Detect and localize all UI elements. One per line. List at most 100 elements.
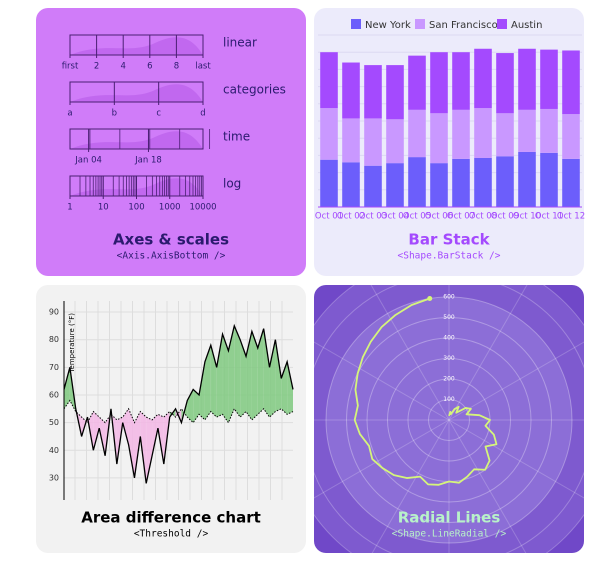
axis-name: categories bbox=[223, 83, 286, 97]
ring-label: 600 bbox=[443, 294, 455, 301]
tick-label: c bbox=[156, 109, 161, 119]
axes-demo: linear first 2 4 6 8 last categories a b c d time Jan… bbox=[62, 34, 286, 213]
x-tick-label: Oct 06 bbox=[425, 212, 453, 222]
bar-segment bbox=[562, 114, 580, 159]
legend-label: San Francisco bbox=[429, 20, 498, 31]
y-tick-label: 90 bbox=[49, 308, 59, 317]
bar-segment bbox=[430, 52, 448, 114]
difference-area bbox=[269, 339, 276, 418]
x-tick-label: Oct 11 bbox=[535, 212, 563, 222]
tick-label: 6 bbox=[147, 62, 152, 72]
bar-segment bbox=[496, 156, 514, 207]
tick-label: 2 bbox=[94, 62, 99, 72]
difference-area bbox=[240, 339, 247, 418]
legend-swatch bbox=[351, 19, 361, 29]
difference-area bbox=[193, 389, 200, 423]
bar-segment bbox=[474, 108, 492, 158]
legend-swatch bbox=[497, 19, 507, 29]
area-difference-demo: 30 40 50 60 70 80 90 Temperature (°F) bbox=[49, 301, 294, 500]
y-tick-label: 80 bbox=[49, 335, 59, 344]
difference-area bbox=[257, 328, 264, 415]
bar-segment bbox=[452, 52, 470, 110]
difference-area bbox=[234, 325, 241, 418]
tick-label: b bbox=[112, 109, 117, 119]
bar-segment bbox=[408, 157, 426, 207]
end-dot bbox=[427, 296, 433, 302]
difference-area bbox=[152, 414, 158, 456]
ring-label: 500 bbox=[443, 314, 455, 321]
difference-area bbox=[246, 331, 252, 420]
difference-area bbox=[228, 325, 235, 423]
ring bbox=[346, 317, 552, 523]
bar-segment bbox=[452, 109, 470, 159]
ring-label: 300 bbox=[443, 355, 455, 362]
spoke bbox=[363, 419, 450, 553]
bar-segment bbox=[342, 62, 360, 119]
y-tick-label: 60 bbox=[49, 390, 59, 399]
tile-subtitle: <Shape.LineRadial /> bbox=[392, 529, 507, 540]
tile-title: Bar Stack bbox=[408, 231, 490, 249]
tick-label: 4 bbox=[120, 62, 125, 72]
bar-segment bbox=[474, 157, 492, 207]
bar-segment bbox=[518, 48, 536, 110]
difference-area bbox=[251, 331, 258, 420]
tick-label: 10 bbox=[98, 203, 109, 213]
bar-segment bbox=[540, 108, 558, 153]
tile-title: Radial Lines bbox=[398, 509, 501, 527]
ring bbox=[366, 337, 532, 503]
axis-area bbox=[70, 84, 203, 102]
bar-segment bbox=[386, 119, 404, 164]
x-tick-label: Oct 04 bbox=[381, 212, 409, 222]
bar-segment bbox=[342, 162, 360, 207]
bar-segment bbox=[320, 159, 338, 207]
bar-segment bbox=[518, 109, 536, 152]
temperature-line bbox=[63, 323, 294, 484]
bar-segment bbox=[386, 65, 404, 120]
tile-subtitle: <Shape.BarStack /> bbox=[398, 251, 501, 262]
bar-segment bbox=[496, 53, 514, 114]
x-tick-label: Oct 03 bbox=[359, 212, 387, 222]
y-tick-label: 40 bbox=[49, 446, 59, 455]
x-tick-label: Oct 07 bbox=[447, 212, 475, 222]
bar-segment bbox=[430, 163, 448, 207]
bar-segment bbox=[452, 158, 470, 207]
tile-title: Area difference chart bbox=[81, 509, 261, 527]
bar-segment bbox=[540, 49, 558, 109]
x-tick-label: Oct 10 bbox=[513, 212, 541, 222]
legend-swatch bbox=[415, 19, 425, 29]
bar-segment bbox=[342, 118, 360, 163]
tick-label: Jan 04 bbox=[74, 156, 102, 166]
axis-name: log bbox=[223, 177, 241, 191]
y-tick-label: 30 bbox=[49, 473, 59, 482]
spoke bbox=[448, 334, 584, 421]
difference-area bbox=[275, 339, 282, 412]
spoke bbox=[314, 334, 450, 421]
axis-area bbox=[70, 131, 203, 149]
bar-segment bbox=[320, 108, 338, 160]
radial-demo: 100 200 300 400 500 600 bbox=[314, 285, 584, 553]
bar-segment bbox=[386, 163, 404, 207]
tick-label: 8 bbox=[174, 62, 179, 72]
tick-label: first bbox=[62, 62, 79, 72]
tick-label: 1 bbox=[67, 203, 72, 213]
spoke bbox=[448, 285, 535, 421]
x-tick-label: Oct 09 bbox=[491, 212, 519, 222]
difference-area bbox=[134, 411, 141, 478]
bar-segment bbox=[408, 55, 426, 110]
tile-subtitle: <Threshold /> bbox=[134, 529, 209, 540]
difference-area bbox=[287, 361, 293, 415]
x-tick-label: Oct 08 bbox=[469, 212, 497, 222]
x-tick-label: Oct 01 bbox=[315, 212, 343, 222]
bar-segment bbox=[496, 113, 514, 157]
tile-subtitle: <Axis.AxisBottom /> bbox=[117, 251, 226, 262]
temperature-line bbox=[63, 399, 294, 424]
bar-segment bbox=[364, 118, 382, 166]
bar-segment bbox=[364, 65, 382, 119]
difference-area bbox=[122, 408, 129, 445]
tick-label: last bbox=[195, 62, 211, 72]
spoke bbox=[448, 419, 535, 553]
ring-label: 200 bbox=[443, 376, 455, 383]
x-tick-label: Oct 02 bbox=[337, 212, 365, 222]
ring-label: 100 bbox=[443, 396, 455, 403]
